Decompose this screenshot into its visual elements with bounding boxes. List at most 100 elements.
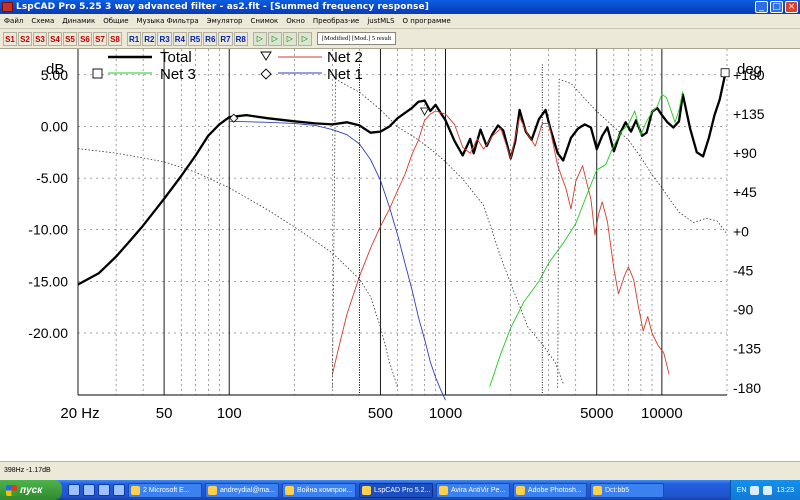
result-button-1[interactable]: R1 — [127, 31, 142, 46]
axis-labels: dB deg 5.00 0.00 -5.00 -10.00 -15.00 -20.00 +180… — [28, 61, 764, 422]
minimize-button[interactable]: _ — [755, 1, 768, 13]
desktop-icon[interactable] — [83, 484, 95, 496]
modified-status-field: [Modified] [Mod.] 5 result — [316, 32, 397, 45]
menu-item-2[interactable]: Динамик — [62, 17, 96, 25]
window-controls: _ □ × — [755, 1, 798, 13]
net2-phase-curve — [332, 78, 564, 388]
task-label: Dct:bb5 — [605, 486, 630, 494]
source-button-2[interactable]: S2 — [18, 31, 32, 46]
left-tick-label: 5.00 — [41, 67, 68, 83]
taskbar-task-2[interactable]: Война компрои... — [282, 482, 356, 498]
right-axis-title: deg — [737, 61, 762, 78]
legend-net3-marker-icon — [92, 68, 103, 79]
system-tray: EN 13:23 — [729, 480, 800, 500]
x-tick-label: 10000 — [641, 405, 683, 422]
source-button-8[interactable]: S8 — [108, 31, 122, 46]
x-tick-label: 1000 — [429, 405, 462, 422]
taskbar-task-0[interactable]: 2 Microsoft E... — [128, 482, 202, 498]
right-tick-label: -135 — [733, 341, 761, 357]
app-icon[interactable] — [113, 484, 125, 496]
clock: 13:23 — [776, 486, 794, 494]
volume-icon[interactable] — [763, 485, 773, 495]
task-app-icon — [131, 485, 140, 495]
play-phase-icon[interactable]: ▷ — [267, 31, 282, 46]
left-tick-label: 0.00 — [41, 118, 68, 134]
toolbar: S1 S2 S3 S4 S5 S6 S7 S8 R1 R2 R3 R4 R5 R6 R7 R8 ▷ ▷ ▷ ▷ [Mod… — [0, 29, 800, 49]
start-label: пуск — [20, 484, 43, 496]
play-group-icon[interactable]: ▷ — [297, 31, 312, 46]
plot-canvas[interactable]: dB deg 5.00 0.00 -5.00 -10.00 -15.00 -20.00 +180… — [0, 49, 800, 461]
result-button-2[interactable]: R2 — [142, 31, 157, 46]
legend-net1-label: Net 1 — [327, 66, 363, 83]
browser-icon[interactable] — [68, 484, 80, 496]
task-label: Adobe Photosh... — [528, 486, 582, 494]
task-app-icon — [439, 485, 448, 495]
menu-item-4[interactable]: Музыка Фильтра — [136, 17, 199, 25]
task-label: Война компрои... — [297, 486, 353, 494]
legend-net2-label: Net 2 — [327, 49, 363, 66]
title-bar: LspCAD Pro 5.25 3 way advanced filter - … — [0, 0, 800, 14]
network-icon[interactable] — [750, 485, 760, 495]
taskbar-task-3[interactable]: LspCAD Pro 5.2... — [359, 482, 433, 498]
result-button-3[interactable]: R3 — [157, 31, 172, 46]
menu-item-8[interactable]: Преобраз-ие — [312, 17, 360, 25]
net2-marker-icon — [419, 107, 430, 116]
play-impulse-icon[interactable]: ▷ — [282, 31, 297, 46]
x-tick-label: 50 — [156, 405, 173, 422]
task-label: 2 Microsoft E... — [143, 486, 190, 494]
frequency-response-graph[interactable]: dB deg 5.00 0.00 -5.00 -10.00 -15.00 -20.00 +180… — [0, 49, 800, 461]
result-button-8[interactable]: R8 — [233, 31, 248, 46]
source-button-6[interactable]: S6 — [78, 31, 92, 46]
menu-item-7[interactable]: Окно — [286, 17, 305, 25]
menu-item-6[interactable]: Снимок — [250, 17, 279, 25]
task-app-icon — [516, 485, 525, 495]
source-button-3[interactable]: S3 — [33, 31, 47, 46]
right-tick-label: +135 — [733, 106, 765, 122]
task-label: LspCAD Pro 5.2... — [374, 486, 431, 494]
task-label: andreydial@ma... — [220, 486, 275, 494]
app-icon[interactable] — [2, 2, 13, 12]
media-icon[interactable] — [98, 484, 110, 496]
x-tick-label: 20 Hz — [60, 405, 99, 422]
result-button-5[interactable]: R5 — [187, 31, 203, 46]
task-app-icon — [593, 485, 602, 495]
quick-launch — [68, 484, 125, 496]
task-list: 2 Microsoft E... andreydial@ma... Война ко… — [125, 482, 664, 498]
result-button-4[interactable]: R4 — [172, 31, 187, 46]
net3-marker-icon — [720, 68, 730, 78]
menu-item-9[interactable]: justMLS — [367, 17, 395, 25]
right-tick-label: -180 — [733, 380, 761, 396]
menu-item-10[interactable]: О программе — [402, 17, 451, 25]
status-bar: 398Hz -1.17dB — [0, 461, 800, 480]
result-button-6[interactable]: R6 — [203, 31, 218, 46]
taskbar-task-6[interactable]: Dct:bb5 — [590, 482, 664, 498]
close-button[interactable]: × — [785, 1, 798, 13]
menu-item-3[interactable]: Общие — [103, 17, 129, 25]
menu-item-0[interactable]: Файл — [4, 17, 24, 25]
taskbar-task-1[interactable]: andreydial@ma... — [205, 482, 279, 498]
cursor-readout: 398Hz -1.17dB — [4, 467, 51, 474]
left-tick-label: -10.00 — [28, 222, 68, 238]
taskbar-task-4[interactable]: Avira AntiVir Pe... — [436, 482, 510, 498]
task-app-icon — [285, 485, 294, 495]
menu-item-1[interactable]: Схема — [31, 17, 55, 25]
net3-curve — [489, 91, 684, 387]
left-tick-label: -5.00 — [36, 170, 68, 186]
legend-total-label: Total — [160, 49, 192, 66]
menu-item-5[interactable]: Эмулятор — [206, 17, 243, 25]
legend-net1-marker-icon — [260, 68, 272, 80]
source-button-1[interactable]: S1 — [3, 31, 17, 46]
task-label: Avira AntiVir Pe... — [451, 486, 506, 494]
source-button-5[interactable]: S5 — [63, 31, 77, 46]
source-button-4[interactable]: S4 — [48, 31, 62, 46]
language-indicator[interactable]: EN — [736, 486, 747, 494]
maximize-button[interactable]: □ — [770, 1, 783, 13]
right-tick-label: +180 — [733, 67, 765, 83]
start-button[interactable]: пуск — [0, 480, 62, 500]
play-response-icon[interactable]: ▷ — [252, 31, 267, 46]
result-button-7[interactable]: R7 — [218, 31, 233, 46]
x-tick-label: 500 — [368, 405, 393, 422]
source-button-7[interactable]: S7 — [93, 31, 107, 46]
taskbar-task-5[interactable]: Adobe Photosh... — [513, 482, 587, 498]
